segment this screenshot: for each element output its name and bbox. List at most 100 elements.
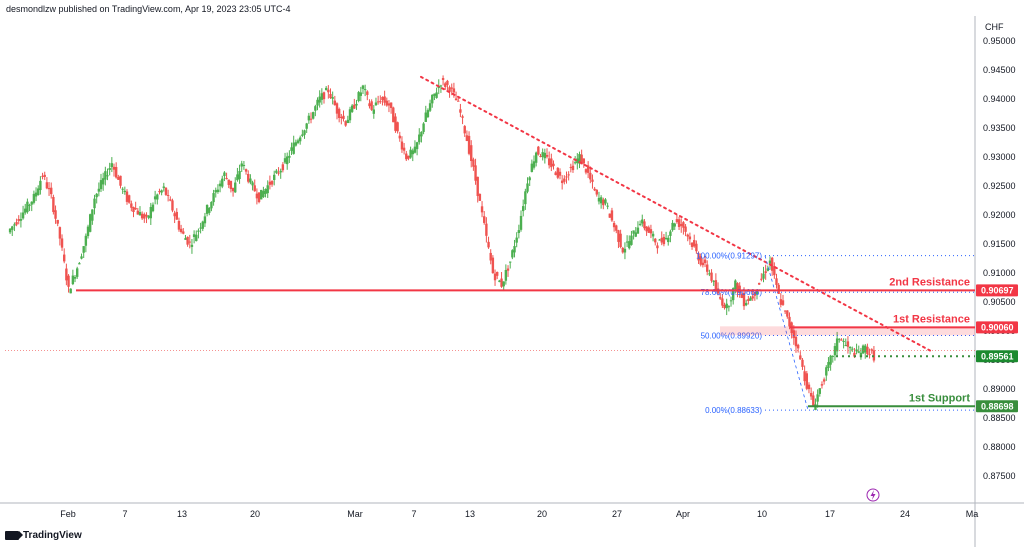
- candle-body: [602, 199, 605, 206]
- y-tick-label: 0.91000: [983, 268, 1016, 278]
- candle-body: [444, 83, 447, 87]
- x-tick-label: 27: [612, 509, 622, 519]
- candle-body: [770, 257, 774, 271]
- candle-body: [809, 393, 813, 397]
- candle-body: [307, 115, 311, 121]
- candle-body: [119, 175, 122, 186]
- candle-body: [491, 257, 495, 274]
- candle-body: [110, 163, 114, 168]
- candle-body: [517, 230, 521, 234]
- candle-body: [147, 215, 150, 218]
- candle-body: [195, 234, 198, 242]
- candle-body: [467, 135, 471, 154]
- candle-body: [489, 252, 492, 261]
- candle-body: [171, 200, 174, 211]
- candle-body: [78, 263, 81, 265]
- candle-body: [641, 219, 644, 224]
- candle-body: [301, 134, 304, 136]
- candle-body: [757, 282, 761, 285]
- candle-body: [91, 209, 94, 221]
- candle-body: [368, 103, 371, 107]
- candle-body: [688, 236, 692, 240]
- candle-body: [99, 180, 103, 190]
- candle-body: [628, 241, 631, 249]
- candle-body: [554, 172, 557, 175]
- candle-body: [160, 190, 163, 193]
- candle-body: [324, 87, 328, 91]
- candle-body: [376, 101, 380, 103]
- candle-body: [11, 226, 14, 230]
- candle-body: [625, 241, 629, 243]
- publish-info: desmondlzw published on TradingView.com,…: [6, 4, 291, 14]
- candle-body: [764, 271, 767, 274]
- candle-body: [80, 256, 83, 259]
- candle-body: [400, 141, 404, 150]
- candle-body: [314, 106, 317, 111]
- candle-body: [470, 145, 473, 162]
- candle-body: [266, 185, 269, 194]
- candle-body: [296, 140, 300, 143]
- candle-body: [690, 242, 694, 247]
- candle-body: [532, 161, 536, 168]
- candle-body: [792, 330, 796, 339]
- candle-body: [422, 123, 425, 132]
- candle-body: [197, 230, 200, 232]
- candle-body: [173, 213, 176, 217]
- candle-body: [69, 288, 72, 294]
- candle-body: [766, 268, 770, 271]
- y-tick-label: 0.92000: [983, 210, 1016, 220]
- candle-body: [418, 134, 421, 143]
- candle-body: [675, 219, 679, 223]
- candle-body: [149, 206, 153, 219]
- candle-body: [783, 310, 787, 312]
- candle-body: [216, 189, 220, 192]
- candle-body: [283, 158, 287, 163]
- candle-body: [820, 384, 824, 386]
- candle-body: [478, 194, 482, 201]
- candle-body: [342, 115, 345, 120]
- candle-body: [721, 298, 724, 306]
- candle-body: [257, 192, 261, 203]
- candle-body: [435, 92, 438, 98]
- candle-body: [335, 103, 339, 114]
- candle-body: [714, 280, 718, 291]
- candle-body: [693, 240, 696, 247]
- candle-body: [840, 339, 843, 341]
- candle-body: [156, 194, 159, 200]
- candle-body: [346, 119, 350, 124]
- candle-body: [736, 283, 739, 293]
- candle-body: [560, 180, 564, 184]
- candle-body: [870, 349, 873, 351]
- candle-body: [39, 180, 42, 191]
- candle-body: [298, 137, 302, 142]
- candle-body: [654, 238, 657, 243]
- candle-body: [290, 147, 293, 151]
- candle-body: [734, 280, 737, 290]
- y-tick-label: 0.94500: [983, 65, 1016, 75]
- candle-body: [277, 172, 280, 174]
- candle-body: [530, 163, 534, 172]
- candle-body: [361, 85, 365, 89]
- candle-body: [547, 158, 551, 166]
- candle-body: [465, 135, 469, 141]
- candle-body: [740, 293, 744, 298]
- candle-body: [212, 193, 215, 203]
- candle-body: [318, 96, 321, 103]
- candle-body: [647, 227, 650, 233]
- candle-body: [106, 175, 109, 177]
- candle-body: [638, 223, 642, 225]
- candle-body: [121, 188, 124, 190]
- candle-body: [673, 223, 676, 227]
- candle-body: [463, 126, 466, 134]
- candle-body: [21, 212, 25, 219]
- candle-body: [255, 193, 259, 199]
- candle-body: [8, 228, 12, 233]
- lightning-icon: [866, 488, 880, 502]
- candle-body: [234, 182, 237, 193]
- candle-body: [396, 122, 399, 132]
- x-tick-label: 13: [465, 509, 475, 519]
- candle-body: [513, 246, 516, 253]
- price-badge-label: 0.90060: [981, 322, 1014, 332]
